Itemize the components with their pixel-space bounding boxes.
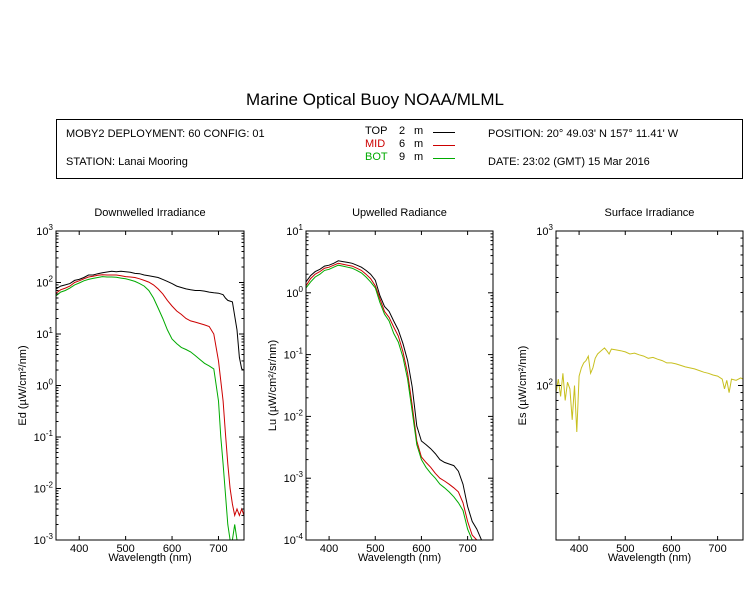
legend-line-bot xyxy=(433,158,455,159)
plot-frame xyxy=(305,230,494,541)
y-tick-label: 103 xyxy=(536,223,553,238)
legend-name-mid: MID xyxy=(365,138,386,150)
y-axis-label: Ed (µW/cm²/nm) xyxy=(17,345,29,425)
y-tick-label: 10-1 xyxy=(284,347,304,362)
series-line-top xyxy=(306,260,491,540)
x-tick-label: 600 xyxy=(412,543,430,555)
x-tick-label: 500 xyxy=(366,543,384,555)
legend-name-bot: BOT xyxy=(365,151,388,163)
legend-depth-mid: 6 xyxy=(399,138,406,150)
plot-frame xyxy=(555,230,744,541)
legend-unit-bot: m xyxy=(414,151,424,163)
y-tick-label: 102 xyxy=(536,378,553,393)
legend-name-top: TOP xyxy=(365,125,388,137)
x-tick-label: 700 xyxy=(209,543,227,555)
legend-line-top xyxy=(433,132,455,133)
x-axis-label: Wavelength (nm) xyxy=(608,552,691,564)
station-text: STATION: Lanai Mooring xyxy=(66,156,188,168)
position-text: POSITION: 20° 49.03' N 157° 11.41' W xyxy=(488,128,679,140)
series-line-mid xyxy=(56,274,244,518)
chart-0: Downwelled Irradiance 400 500 600 700 Wavelen… xyxy=(17,207,245,564)
chart-2: Surface Irradiance 400 500 600 700 Wavelength… xyxy=(517,207,744,564)
legend-unit-top: m xyxy=(414,125,424,137)
x-tick-label: 400 xyxy=(320,543,338,555)
y-tick-label: 10-3 xyxy=(34,532,54,547)
x-tick-label: 400 xyxy=(70,543,88,555)
series-line-es xyxy=(556,347,743,433)
legend-depth-bot: 9 xyxy=(399,151,406,163)
y-tick-label: 100 xyxy=(286,285,303,300)
y-axis-label: Lu (µW/cm²/sr/nm) xyxy=(267,340,279,431)
date-text: DATE: 23:02 (GMT) 15 Mar 2016 xyxy=(488,156,650,168)
y-tick-label: 100 xyxy=(36,378,53,393)
x-tick-label: 600 xyxy=(662,543,680,555)
deployment-text: MOBY2 DEPLOYMENT: 60 CONFIG: 01 xyxy=(66,128,265,140)
chart-1: Upwelled Radiance 400 500 600 700 Wavelength … xyxy=(267,207,494,564)
chart-title: Downwelled Irradiance xyxy=(94,207,205,219)
x-tick-label: 500 xyxy=(616,543,634,555)
series-line-bot xyxy=(56,276,244,540)
x-tick-label: 400 xyxy=(570,543,588,555)
y-tick-label: 10-2 xyxy=(34,481,54,496)
series-line-mid xyxy=(306,262,491,540)
chart-title: Upwelled Radiance xyxy=(352,207,447,219)
x-tick-label: 600 xyxy=(163,543,181,555)
y-tick-label: 10-4 xyxy=(284,532,304,547)
x-axis-label: Wavelength (nm) xyxy=(358,552,441,564)
series-line-bot xyxy=(306,264,491,540)
y-tick-label: 101 xyxy=(36,326,53,341)
x-tick-label: 700 xyxy=(458,543,476,555)
y-tick-label: 103 xyxy=(36,223,53,238)
legend-depth-top: 2 xyxy=(399,125,406,137)
x-axis-label: Wavelength (nm) xyxy=(108,552,191,564)
y-tick-label: 10-2 xyxy=(284,408,304,423)
series-line-top xyxy=(56,270,244,371)
y-tick-label: 10-3 xyxy=(284,470,304,485)
info-box: MOBY2 DEPLOYMENT: 60 CONFIG: 01 STATION:… xyxy=(56,119,743,179)
y-axis-label: Es (µW/cm²/nm) xyxy=(517,346,529,426)
y-tick-label: 102 xyxy=(36,275,53,290)
chart-title: Surface Irradiance xyxy=(605,207,695,219)
page-title: Marine Optical Buoy NOAA/MLML xyxy=(246,90,504,109)
y-tick-label: 101 xyxy=(286,223,303,238)
legend-unit-mid: m xyxy=(414,138,424,150)
y-tick-label: 10-1 xyxy=(34,429,54,444)
legend-line-mid xyxy=(433,145,455,146)
x-tick-label: 500 xyxy=(116,543,134,555)
x-tick-label: 700 xyxy=(708,543,726,555)
